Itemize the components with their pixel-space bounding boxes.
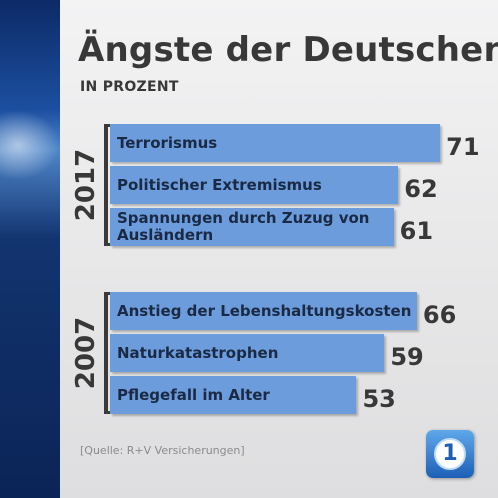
bar xyxy=(110,292,417,330)
bar xyxy=(110,376,357,414)
bar-value: 62 xyxy=(404,175,438,203)
background-globe-strip xyxy=(0,0,60,498)
bar-label: Anstieg der Lebenshaltungskosten xyxy=(117,301,412,320)
bar-value: 61 xyxy=(399,217,434,245)
bar-label: Spannungen durch Zuzug von Ausländern xyxy=(117,209,370,244)
bar-label: Politischer Extremismus xyxy=(117,175,322,194)
bar xyxy=(110,166,399,204)
bar-value: 71 xyxy=(446,133,480,161)
bar-value: 59 xyxy=(390,343,424,371)
ard-logo-icon: 1 xyxy=(426,430,474,478)
bar-value: 53 xyxy=(362,385,396,413)
group-year-label: 2017 xyxy=(71,148,101,222)
bar xyxy=(110,124,441,162)
bar-value: 66 xyxy=(422,301,457,329)
group-bracket xyxy=(104,124,112,246)
logo-ring xyxy=(434,438,466,470)
logo-number: 1 xyxy=(442,441,458,466)
bar xyxy=(110,334,385,372)
source-note: [Quelle: R+V Versicherungen] xyxy=(80,444,245,457)
bar xyxy=(110,208,394,246)
content-panel xyxy=(60,0,498,498)
bar-label: Terrorismus xyxy=(117,133,218,152)
bar-label: Naturkatastrophen xyxy=(117,343,279,362)
page-title: Ängste der Deutschen xyxy=(78,30,498,70)
bar-label: Pflegefall im Alter xyxy=(117,385,270,404)
chart-subtitle: IN PROZENT xyxy=(80,79,179,95)
group-year-label: 2007 xyxy=(71,316,101,390)
group-bracket xyxy=(104,292,112,414)
